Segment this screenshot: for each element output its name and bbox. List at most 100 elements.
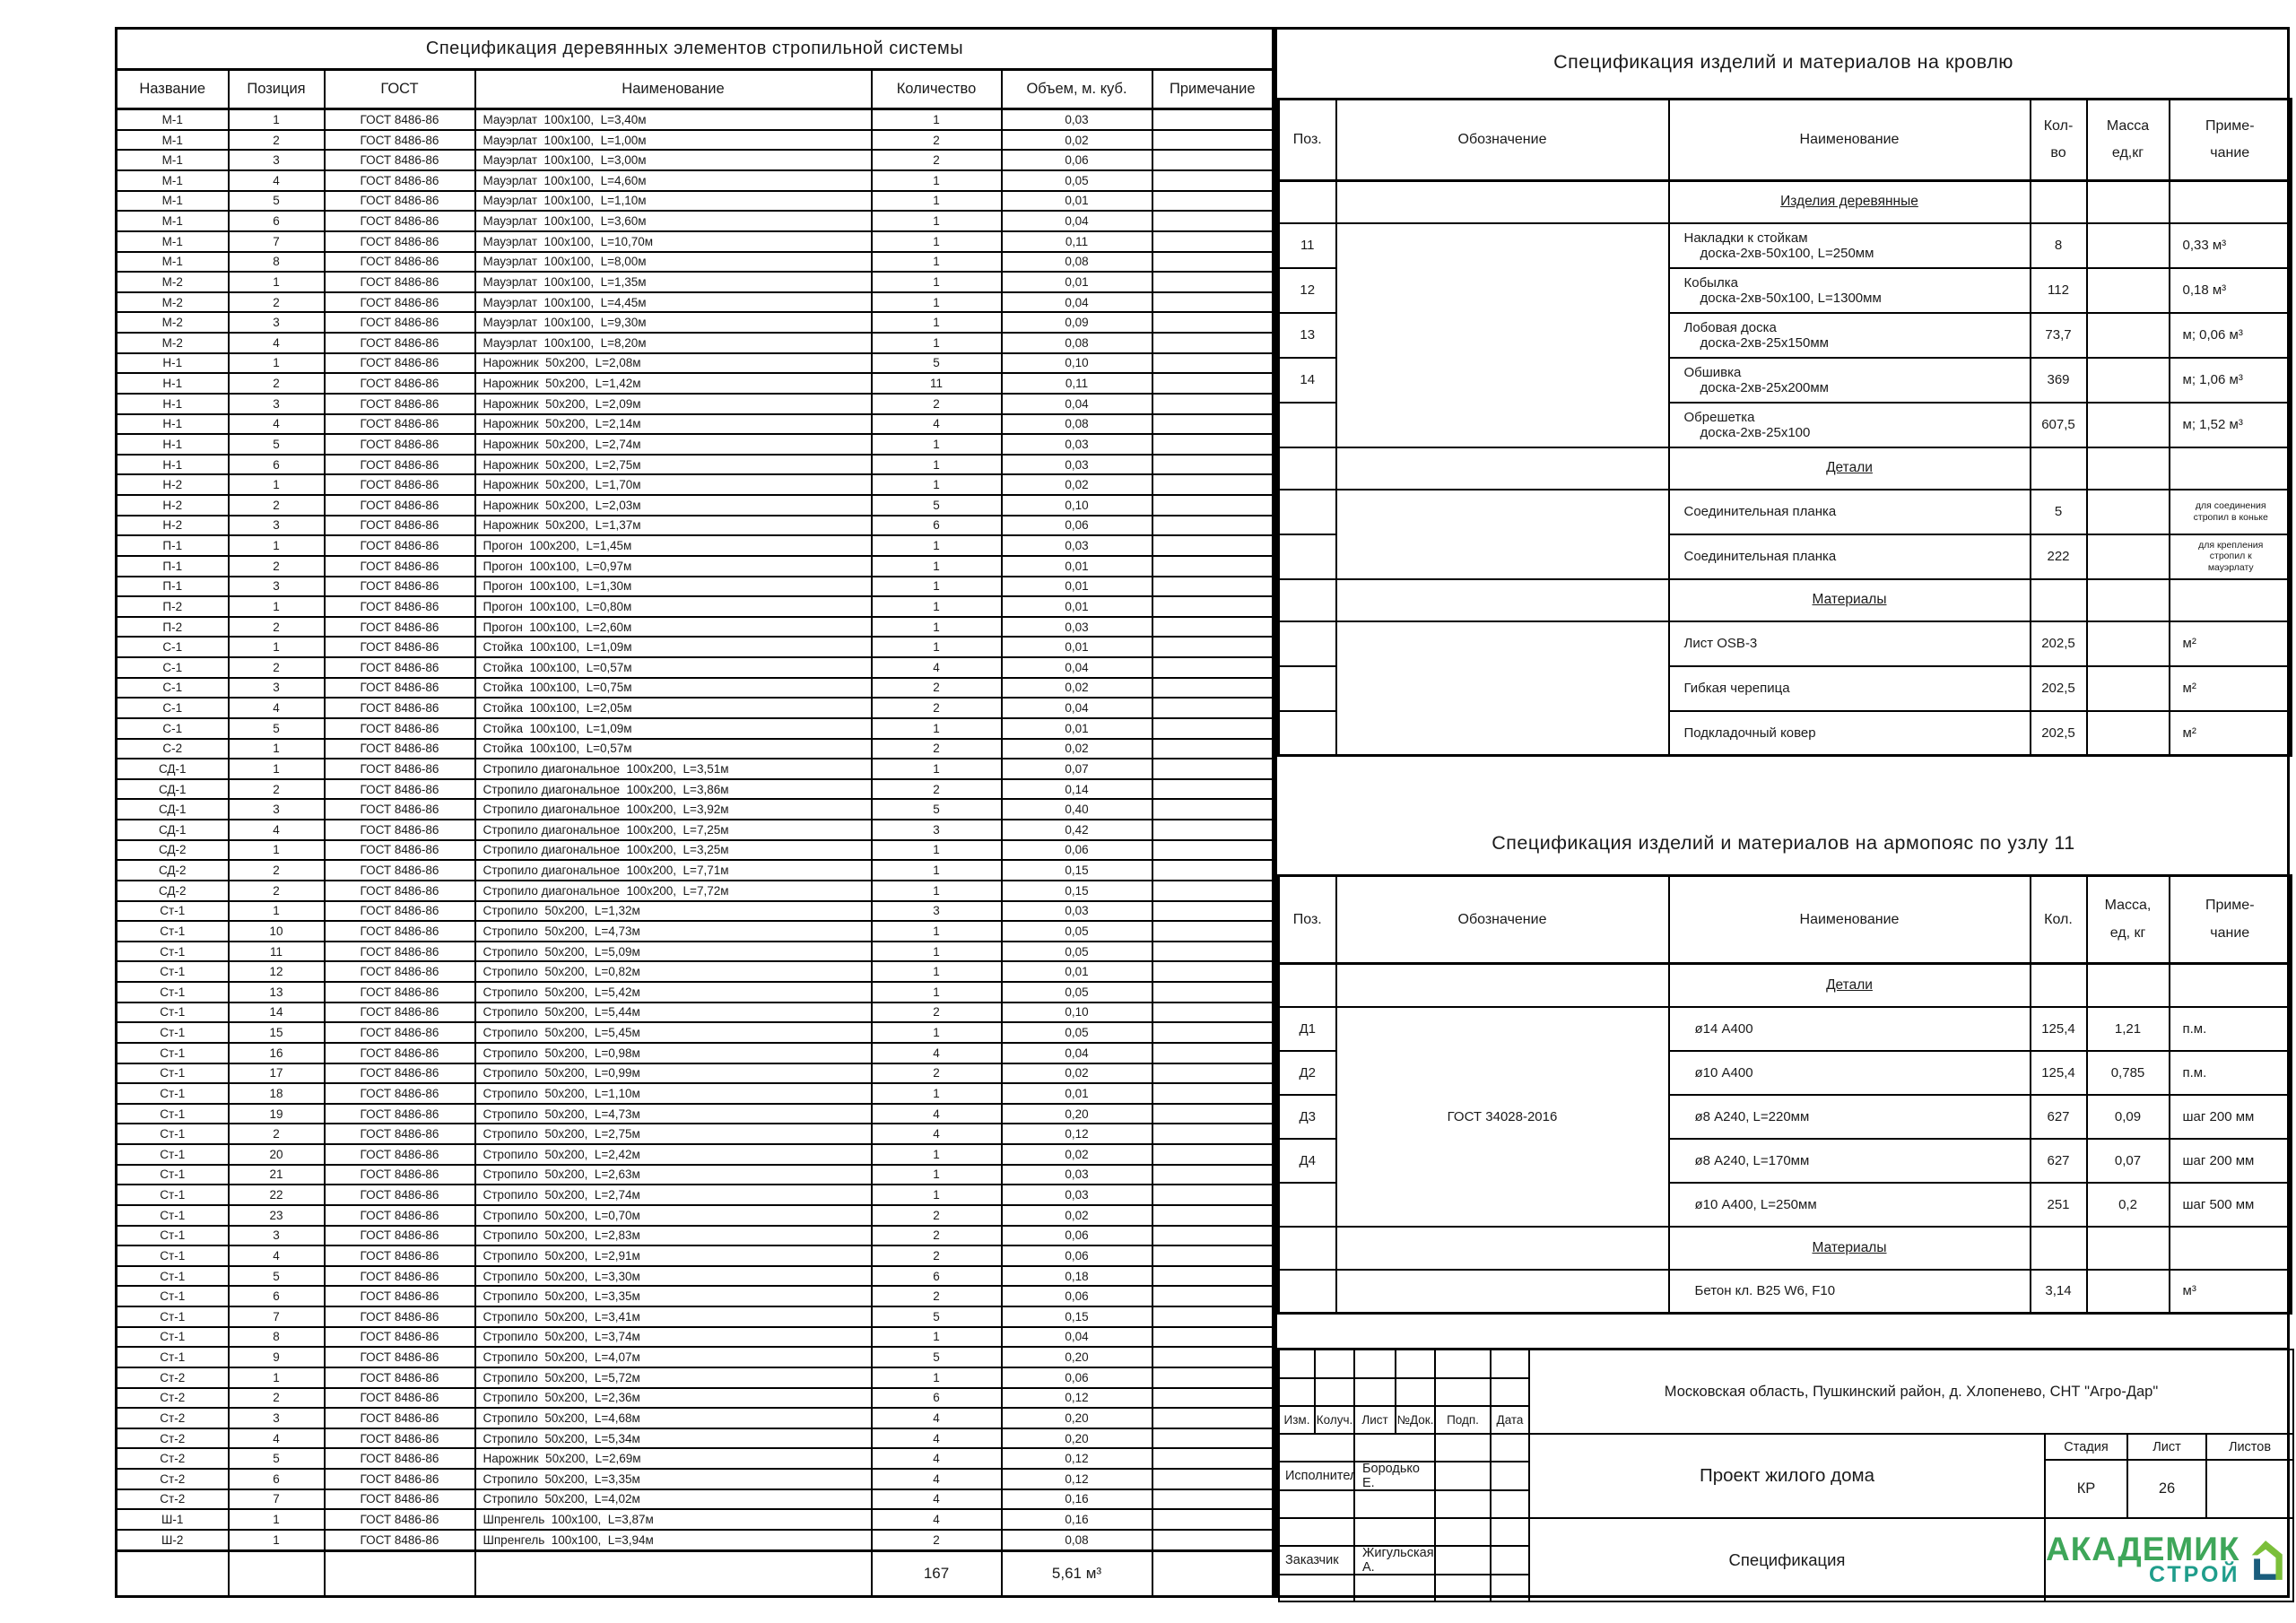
item-cell: Стропило 50х200, L=4,02м [474, 1488, 873, 1511]
table-row: Материалы [1277, 1225, 2292, 1271]
note-cell [1151, 656, 1274, 679]
sheets-total-header: Листов [2205, 1433, 2294, 1461]
table-row: Ст-1 8 ГОСТ 8486-86 Стропило 50х200, L=3,74… [115, 1325, 1274, 1349]
item-cell: Мауэрлат 100х100, L=8,20м [474, 332, 873, 354]
quantity-cell: 4 [870, 1407, 1003, 1429]
note-cell [1151, 433, 1274, 456]
quantity-cell: 2 [870, 1528, 1003, 1552]
item-cell: Стропило 50х200, L=2,42м [474, 1143, 873, 1166]
item-cell: Стойка 100х100, L=1,09м [474, 636, 873, 659]
name-cell: Н-1 [115, 392, 230, 415]
revision-cell [1278, 1377, 1316, 1407]
gost-cell: ГОСТ 8486-86 [323, 372, 476, 395]
volume-cell: 0,06 [1000, 149, 1153, 172]
note-cell [1151, 1062, 1274, 1085]
mass-cell [2085, 1268, 2170, 1315]
section-header-cell: Материалы [1667, 577, 2031, 622]
mass-cell [2085, 266, 2170, 314]
volume-cell: 0,02 [1000, 128, 1153, 152]
gost-cell: ГОСТ 8486-86 [323, 271, 476, 293]
table-row: М-1 3 ГОСТ 8486-86 Мауэрлат 100х100, L=3,00… [115, 149, 1274, 172]
quantity-cell: 1 [870, 1163, 1003, 1186]
position-cell: 1 [227, 838, 326, 862]
volume-cell: 0,02 [1000, 1203, 1153, 1227]
note-cell [1151, 1001, 1274, 1024]
position-cell: 14 [1277, 356, 1337, 404]
table-row: Соединительная планка 5 для соединения стр… [1277, 488, 2292, 580]
table-row: М-1 2 ГОСТ 8486-86 Мауэрлат 100х100, L=1,00… [115, 128, 1274, 152]
quantity-cell: 1 [870, 575, 1003, 598]
designation-cell [1335, 488, 1670, 580]
item-cell: Стропило 50х200, L=5,72м [474, 1366, 873, 1389]
quantity-cell: 1 [870, 960, 1003, 984]
revision-col-label: Лист [1353, 1405, 1396, 1435]
note-cell [1151, 777, 1274, 801]
gost-cell: ГОСТ 8486-86 [323, 1346, 476, 1368]
note-cell: для крепления стропил к мауэрлату [2168, 533, 2292, 580]
quantity-cell: 1 [870, 210, 1003, 232]
name-cell: Н-1 [115, 412, 230, 436]
gost-cell: ГОСТ 8486-86 [323, 615, 476, 638]
gost-cell: ГОСТ 8486-86 [323, 1041, 476, 1064]
table-row: Ст-2 6 ГОСТ 8486-86 Стропило 50х200, L=3,35… [115, 1468, 1274, 1490]
volume-cell: 0,15 [1000, 879, 1153, 902]
item-cell: Мауэрлат 100х100, L=1,35м [474, 271, 873, 293]
name-cell: М-1 [115, 230, 230, 253]
title-block-doc-name: Спецификация [1528, 1517, 2046, 1602]
item-cell: Нарожник 50х200, L=2,03м [474, 494, 873, 516]
note-cell [1151, 798, 1274, 821]
quantity-cell: 1 [870, 879, 1003, 902]
quantity-cell: 1 [870, 920, 1003, 942]
name-cell: С-2 [115, 737, 230, 760]
note-cell: п.м. [2168, 1049, 2292, 1096]
position-cell: 4 [227, 819, 326, 841]
name-cell: Ст-1 [115, 1163, 230, 1186]
signature-cell [1434, 1489, 1492, 1519]
quantity-cell: 1 [870, 108, 1003, 131]
name-cell: Ст-1 [115, 1001, 230, 1024]
item-cell: Стропило 50х200, L=0,82м [474, 960, 873, 984]
gost-cell: ГОСТ 8486-86 [323, 210, 476, 232]
designation-cell: ГОСТ 34028-2016 [1335, 1005, 1670, 1228]
quantity-cell: 5 [870, 1346, 1003, 1368]
volume-cell: 0,20 [1000, 1407, 1153, 1429]
item-cell: Прогон 100х100, L=0,97м [474, 554, 873, 577]
volume-cell: 0,04 [1000, 392, 1153, 415]
empty-cell [1151, 1549, 1274, 1598]
position-cell: 4 [227, 332, 326, 354]
position-cell: 5 [227, 1447, 326, 1471]
note-cell [1151, 514, 1274, 537]
volume-cell: 0,05 [1000, 1021, 1153, 1044]
armo-spec-section: Поз. Обозначение Наименование Кол. Масса, ед,… [1277, 874, 2292, 1315]
volume-cell: 0,01 [1000, 1082, 1153, 1105]
gost-cell: ГОСТ 8486-86 [323, 453, 476, 476]
item-cell: Стропило диагональное 100х200, L=7,25м [474, 819, 873, 841]
mass-cell [2085, 401, 2170, 448]
volume-cell: 0,07 [1000, 758, 1153, 780]
table-row: СД-2 2 ГОСТ 8486-86 Стропило диагональное 1… [115, 859, 1274, 881]
note-cell: м² [2168, 620, 2292, 667]
table-row: Ст-1 19 ГОСТ 8486-86 Стропило 50х200, L=4,7… [115, 1102, 1274, 1125]
table-row: М-1 1 ГОСТ 8486-86 Мауэрлат 100х100, L=3,40… [115, 108, 1274, 131]
position-cell: 19 [227, 1102, 326, 1125]
volume-cell: 0,20 [1000, 1102, 1153, 1125]
position-cell: 7 [227, 1306, 326, 1328]
logo-line-akademik: АКАДЕМИК [2046, 1531, 2240, 1568]
signoff-name-cell [1353, 1489, 1436, 1519]
note-cell [1151, 372, 1274, 395]
note-cell [1151, 169, 1274, 192]
quantity-cell: 2 [870, 777, 1003, 801]
note-cell [1151, 1366, 1274, 1389]
table-header-row: Поз. Обозначение Наименование Кол-во Масса ед… [1277, 98, 2292, 182]
note-cell [1151, 1325, 1274, 1349]
item-cell: ø8 А240, L=220мм [1667, 1093, 2031, 1140]
table-row: Д1 ГОСТ 34028-2016 ø14 А400 125,4 1,21 п.м. [1277, 1005, 2292, 1228]
revision-cell [1434, 1349, 1492, 1379]
quantity-cell: 5 [870, 494, 1003, 516]
gost-cell: ГОСТ 8486-86 [323, 575, 476, 598]
column-header: Масса ед,кг [2085, 98, 2170, 182]
section-header-cell: Детали [1667, 446, 2031, 490]
volume-cell: 0,04 [1000, 1041, 1153, 1064]
table-row: Ст-1 7 ГОСТ 8486-86 Стропило 50х200, L=3,41… [115, 1306, 1274, 1328]
position-cell: 1 [227, 899, 326, 923]
